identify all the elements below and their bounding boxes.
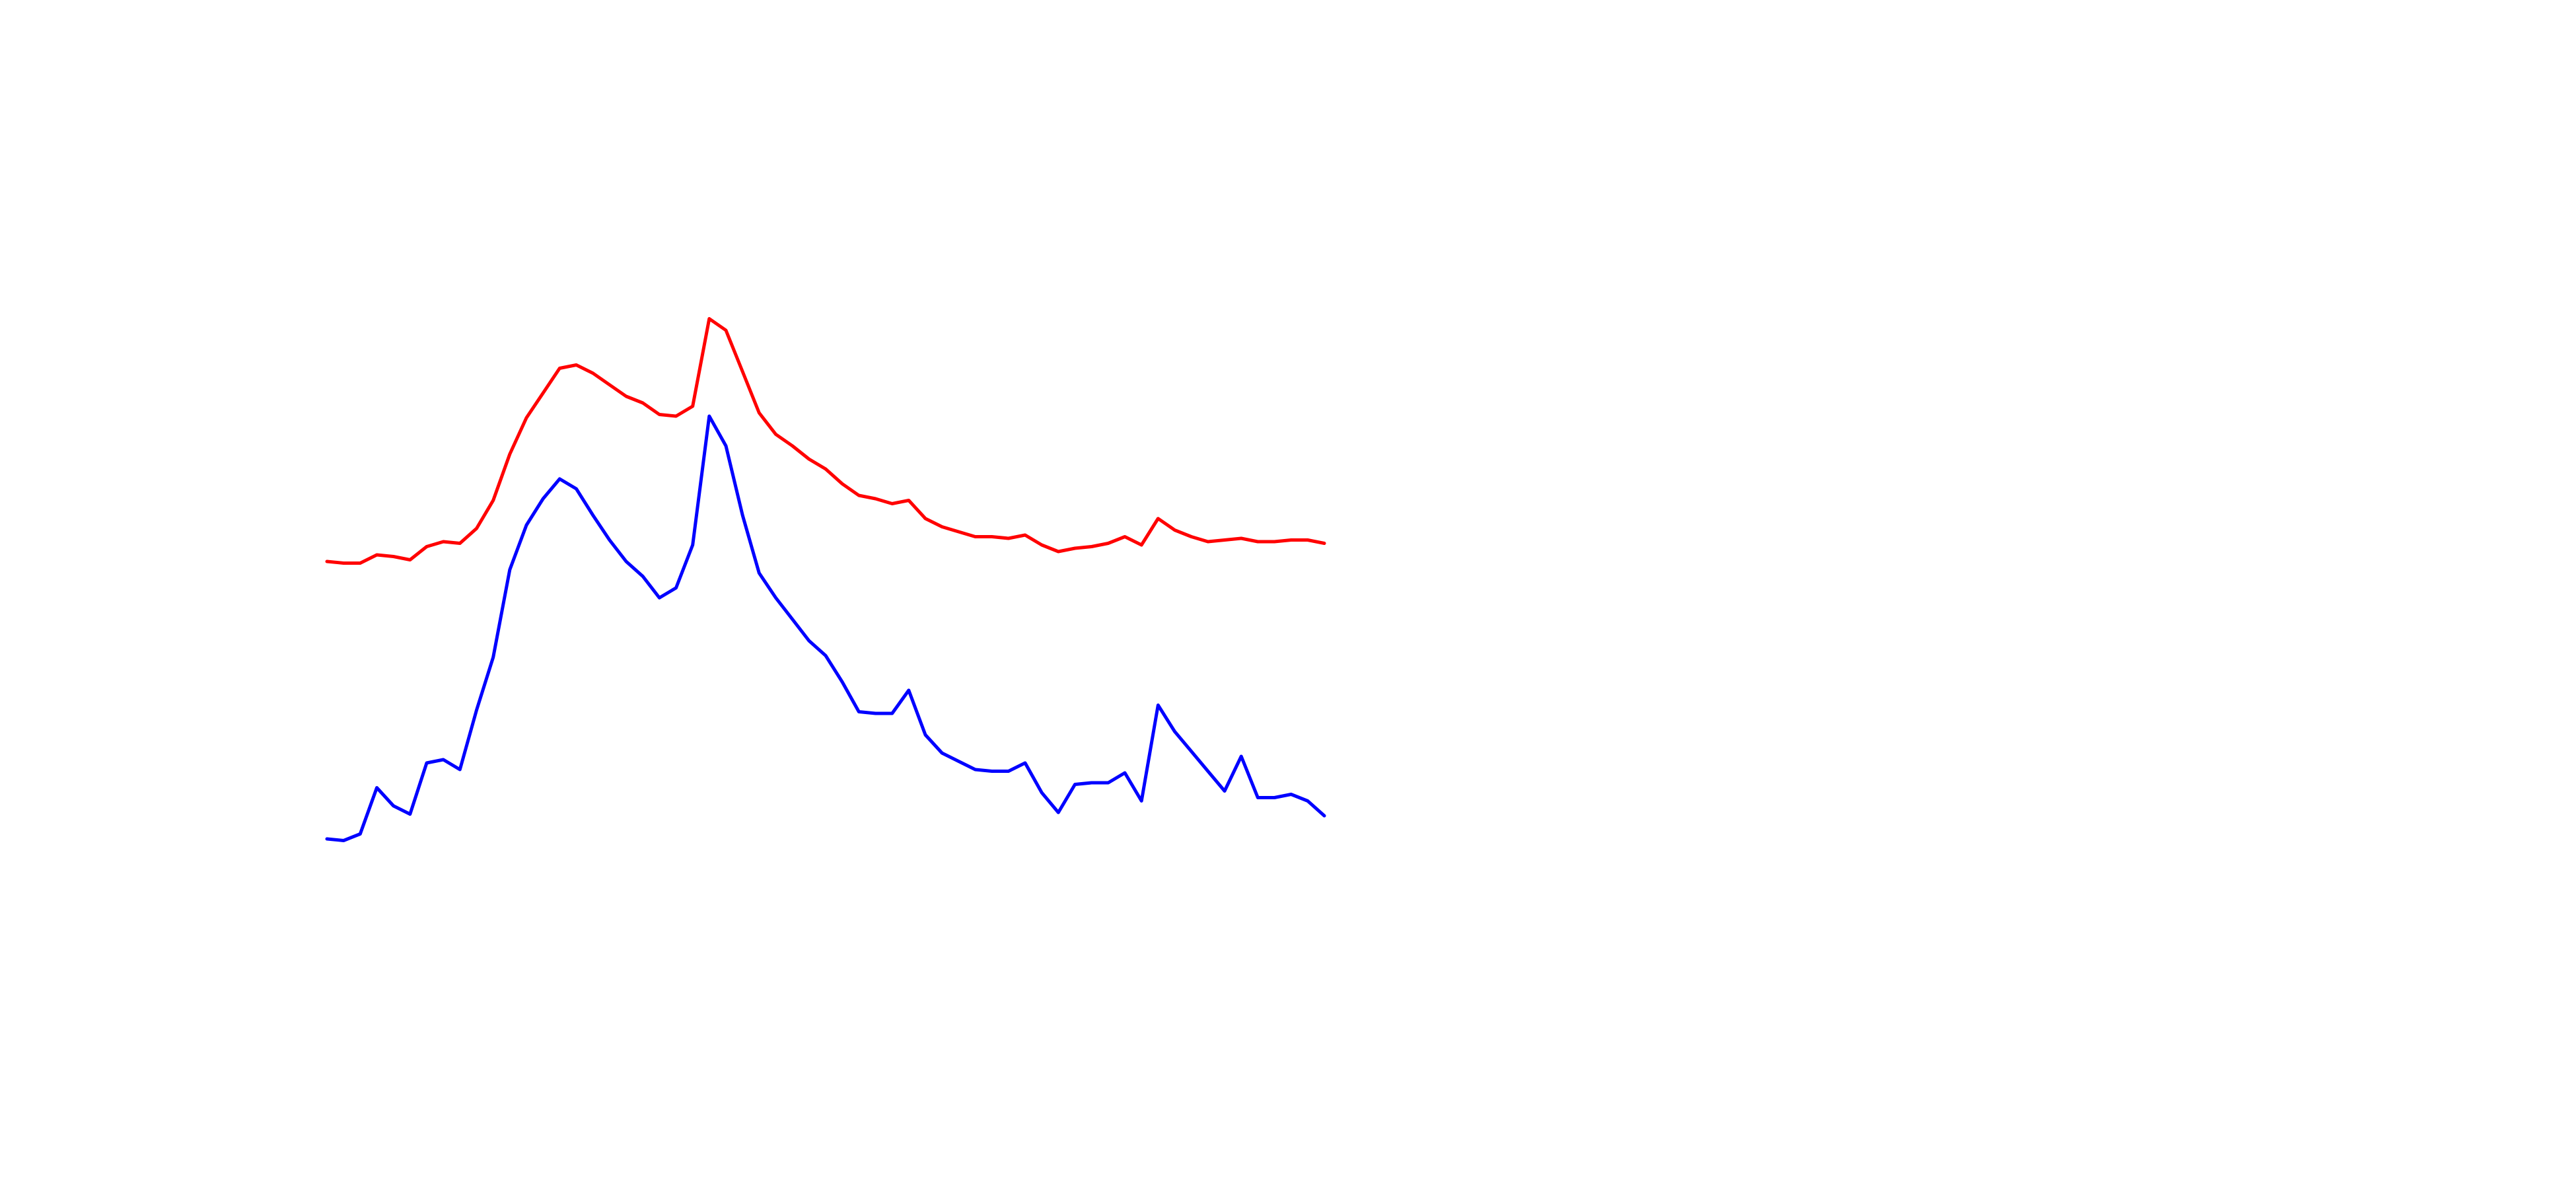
series-line — [325, 414, 1326, 842]
series-line — [325, 317, 1326, 565]
